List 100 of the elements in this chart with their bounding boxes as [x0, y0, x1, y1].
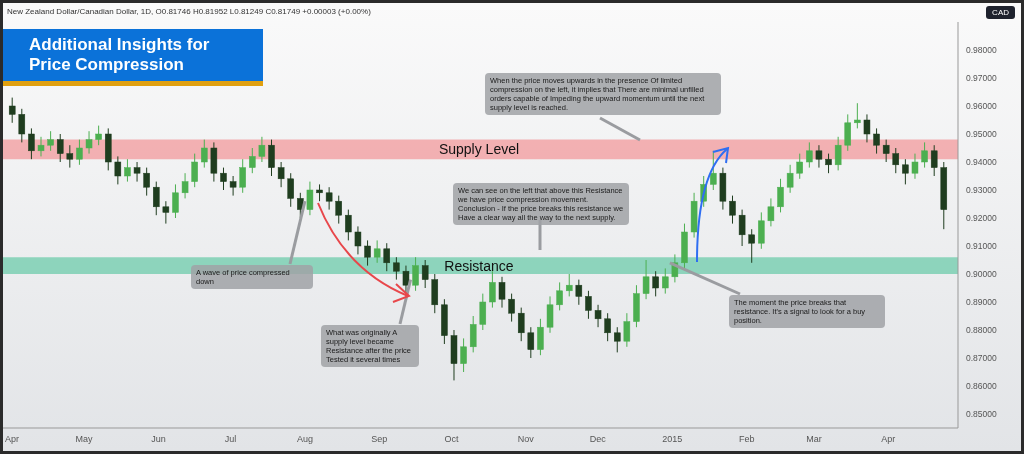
y-tick-label: 0.89000	[966, 297, 997, 308]
candlestick	[508, 293, 515, 323]
candlestick	[882, 139, 890, 163]
x-tick-label: 2015	[662, 434, 683, 445]
candlestick	[748, 228, 755, 264]
candlestick	[181, 172, 189, 199]
candlestick	[287, 172, 294, 208]
candlestick	[364, 239, 371, 267]
y-tick-label: 0.90000	[966, 269, 997, 280]
candlestick	[325, 186, 333, 211]
candlestick	[114, 155, 122, 185]
candlestick	[777, 178, 784, 213]
candlestick	[172, 183, 179, 219]
candlestick	[921, 141, 928, 169]
y-tick-label: 0.87000	[966, 353, 997, 364]
candlestick	[220, 167, 227, 191]
candlestick	[834, 136, 842, 171]
candlestick	[498, 276, 506, 309]
candlestick	[18, 108, 26, 143]
candlestick	[796, 153, 803, 180]
candlestick	[239, 158, 246, 194]
candlestick	[153, 181, 160, 216]
candlestick	[806, 141, 813, 169]
candlestick	[537, 318, 544, 356]
y-tick-label: 0.86000	[966, 381, 997, 392]
candlestick	[575, 279, 583, 306]
candlestick	[527, 326, 535, 359]
x-tick-label: Feb	[738, 434, 755, 445]
x-tick-label: Nov	[517, 434, 535, 445]
band-label: Resistance	[444, 257, 514, 274]
candlestick	[825, 153, 832, 174]
candlestick	[412, 256, 419, 292]
candlestick	[758, 211, 765, 250]
candlestick	[201, 139, 208, 169]
y-tick-label: 0.92000	[966, 213, 997, 224]
candlestick	[268, 139, 275, 177]
title-banner: Additional Insights for Price Compression	[3, 29, 263, 86]
candlestick	[76, 139, 83, 166]
candlestick	[546, 295, 554, 334]
candlestick	[8, 97, 16, 124]
candlestick	[335, 195, 342, 225]
candlestick	[143, 167, 150, 197]
candlestick	[517, 307, 525, 342]
x-tick-label: Mar	[806, 434, 822, 445]
y-tick-label: 0.94000	[966, 157, 997, 168]
candlestick	[95, 125, 102, 146]
candlestick	[28, 127, 35, 160]
y-tick-label: 0.95000	[966, 129, 997, 140]
candlestick	[767, 197, 775, 227]
candlestick	[585, 290, 592, 320]
y-tick-label: 0.98000	[966, 45, 997, 56]
x-tick-label: Apr	[881, 434, 896, 445]
candlestick	[662, 267, 669, 295]
candlestick	[85, 130, 93, 155]
x-tick-label: Aug	[296, 434, 313, 445]
x-tick-label: Sep	[371, 434, 388, 445]
candlestick	[354, 225, 362, 255]
candlestick	[815, 144, 823, 169]
candlestick	[56, 133, 64, 163]
x-tick-label: Jun	[151, 434, 166, 445]
candlestick	[710, 150, 717, 191]
candlestick	[469, 315, 477, 353]
candlestick	[594, 304, 602, 328]
candlestick	[124, 158, 131, 183]
x-tick-label: Oct	[444, 434, 459, 445]
candlestick	[383, 242, 391, 272]
candlestick	[892, 147, 900, 174]
candlestick	[556, 281, 563, 311]
candlestick	[652, 270, 659, 297]
y-tick-label: 0.91000	[966, 241, 997, 252]
candlestick	[191, 153, 198, 188]
candlestick	[345, 209, 352, 241]
candlestick	[306, 181, 314, 216]
candlestick	[37, 136, 45, 157]
candlestick	[738, 209, 746, 247]
candlestick	[489, 270, 496, 309]
candlestick	[565, 273, 573, 297]
candlestick	[229, 175, 237, 197]
candlestick	[460, 337, 467, 373]
candlestick	[393, 256, 400, 281]
candlestick	[162, 200, 170, 225]
candlestick	[421, 259, 429, 289]
candlestick	[604, 312, 611, 342]
candlestick	[623, 312, 631, 348]
chart-subtitle: New Zealand Dollar/Canadian Dollar, 1D, O0.81746 H0.81952 L0.81249 C0.81749 +0.00003 (+0.00%)	[7, 7, 371, 16]
candlestick	[902, 158, 909, 185]
candlestick	[133, 161, 141, 183]
candlestick	[930, 144, 938, 177]
y-axis-title: CAD	[986, 6, 1015, 19]
x-tick-label: Dec	[589, 434, 607, 445]
x-tick-label: Jul	[224, 434, 237, 445]
candlestick	[873, 127, 880, 155]
candlestick	[786, 164, 794, 194]
candlestick	[479, 293, 487, 331]
band-label: Supply Level	[438, 141, 520, 158]
candlestick	[258, 136, 266, 163]
candlestick	[277, 161, 285, 188]
candlestick	[844, 113, 851, 152]
y-tick-label: 0.96000	[966, 101, 997, 112]
y-tick-label: 0.88000	[966, 325, 997, 336]
